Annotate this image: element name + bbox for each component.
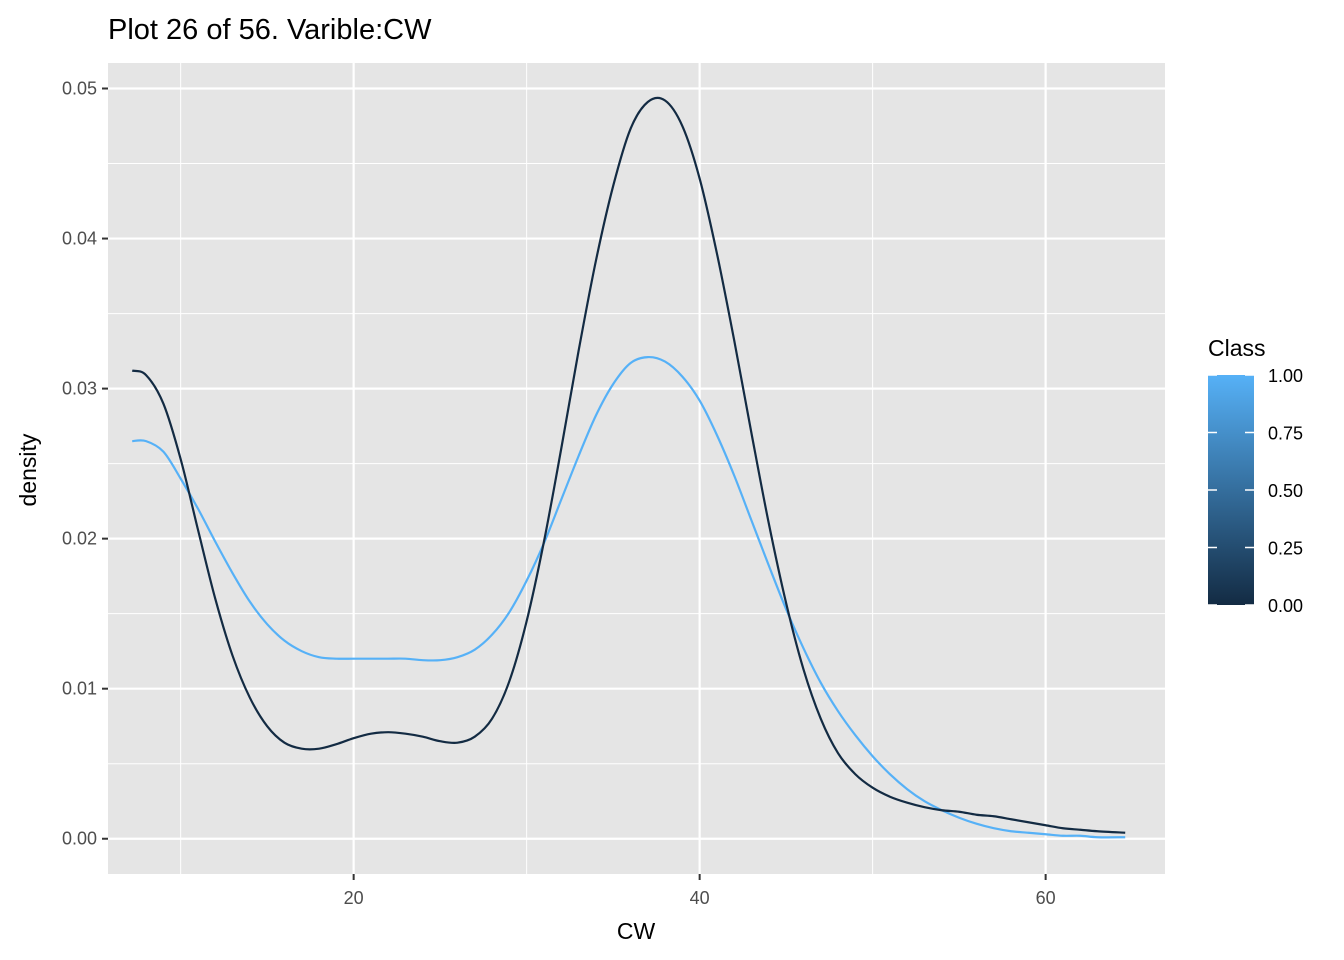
density-lines: [131, 96, 1126, 839]
colorbar-label: 0.25: [1268, 539, 1303, 559]
colorbar-label: 0.75: [1268, 424, 1303, 444]
x-axis-title: CW: [617, 918, 656, 944]
y-tick-label: 0.05: [62, 79, 97, 99]
plot-panel: [108, 63, 1165, 874]
legend-title: Class: [1208, 335, 1266, 361]
y-axis-ticks: 0.00 0.01 0.02 0.03 0.04 0.05: [62, 79, 108, 849]
y-tick-label: 0.04: [62, 229, 97, 249]
legend-colorbar-ticks: 1.00 0.75 0.50 0.25 0.00: [1208, 366, 1303, 616]
x-tick-label: 60: [1036, 888, 1056, 908]
x-tick-label: 40: [690, 888, 710, 908]
chart-title: Plot 26 of 56. Varible:CW: [108, 14, 432, 46]
y-tick-label: 0.02: [62, 529, 97, 549]
y-tick-label: 0.03: [62, 379, 97, 399]
y-tick-label: 0.01: [62, 679, 97, 699]
density-line-class-1: [132, 355, 1126, 839]
x-axis-ticks: 20 40 60: [344, 874, 1056, 908]
legend: Class 1.00 0.75 0.50 0.25 0.00: [1208, 335, 1303, 616]
y-tick-label: 0.00: [62, 829, 97, 849]
major-gridlines: [108, 63, 1165, 874]
density-line-class-0: [131, 96, 1126, 834]
y-axis-title: density: [15, 433, 41, 506]
colorbar-label: 0.50: [1268, 481, 1303, 501]
colorbar-label: 0.00: [1268, 596, 1303, 616]
x-tick-label: 20: [344, 888, 364, 908]
minor-gridlines: [108, 63, 1165, 874]
colorbar-label: 1.00: [1268, 366, 1303, 386]
